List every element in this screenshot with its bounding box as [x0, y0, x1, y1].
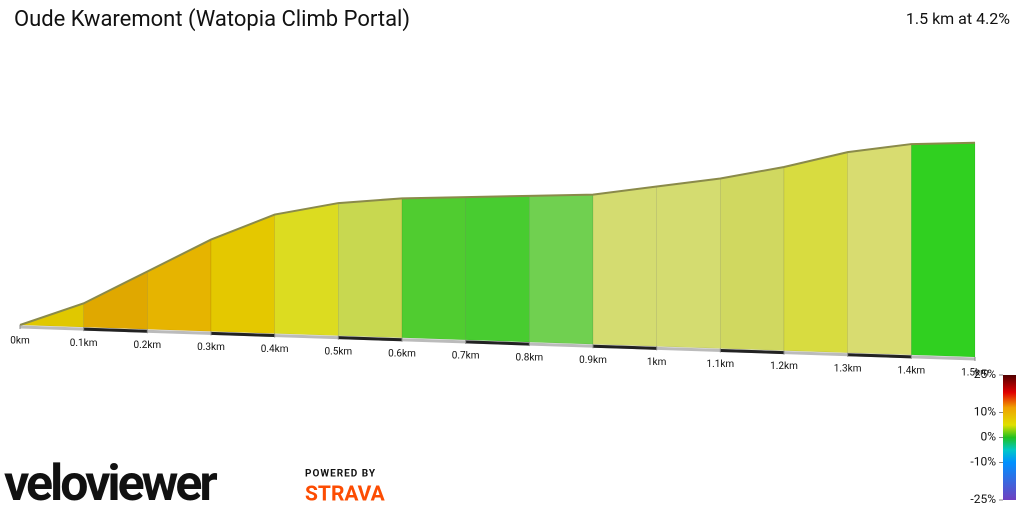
axis-stripe — [592, 344, 657, 350]
color-tick-label: 0% — [980, 430, 996, 444]
color-tick-label: 10% — [974, 405, 996, 419]
axis-stripe — [338, 336, 403, 342]
strava-logo: STRAVA — [305, 483, 386, 507]
profile-line — [19, 141, 976, 326]
color-tick-label: -10% — [970, 455, 996, 469]
x-tick-label: 0.9km — [579, 355, 607, 366]
x-tick-label: 1.4km — [897, 366, 925, 377]
x-tick-label: 0.1km — [70, 338, 98, 349]
x-tick-label: 0.8km — [515, 353, 543, 364]
x-tick-label: 0km — [10, 336, 30, 347]
axis-stripe — [465, 340, 530, 346]
x-tick-label: 0.2km — [133, 340, 161, 351]
color-tick-label: -25% — [970, 492, 996, 506]
gradient-segment — [847, 143, 912, 356]
gradient-segment — [783, 151, 848, 354]
axis-stripe — [210, 331, 275, 338]
gradient-segment — [656, 178, 721, 349]
x-tick-label: 0.3km — [197, 342, 225, 353]
x-tick-label: 0.5km — [324, 346, 352, 357]
x-tick-label: 1.3km — [834, 363, 862, 374]
x-tick-label: 1.1km — [706, 359, 734, 370]
chart-subtitle: 1.5 km at 4.2% — [906, 9, 1010, 28]
x-tick-label: 0.7km — [452, 351, 480, 362]
logo: veloviewer — [4, 455, 217, 512]
x-tick-label: 1km — [647, 357, 667, 368]
axis-stripe — [83, 327, 148, 333]
x-tick-label: 1.2km — [770, 361, 798, 372]
x-tick-label: 0.6km — [388, 348, 416, 359]
gradient-segment — [720, 166, 785, 351]
gradient-segment — [147, 239, 212, 332]
gradient-segment — [592, 186, 657, 347]
color-tick-label: 25% — [974, 367, 996, 381]
chart-title: Oude Kwaremont (Watopia Climb Portal) — [14, 7, 410, 32]
gradient-segment — [529, 194, 594, 345]
x-tick-label: 0.4km — [261, 344, 289, 355]
powered-by: POWERED BY — [305, 469, 376, 480]
gradient-segment — [274, 202, 339, 336]
gradient-segment — [465, 195, 530, 343]
gradient-segment — [401, 196, 466, 341]
x-tick-label: 1.5km — [961, 368, 989, 379]
axis-stripe — [847, 353, 912, 359]
gradient-segment — [210, 214, 275, 334]
gradient-segment — [911, 142, 976, 358]
color-scale-bar — [1003, 375, 1016, 500]
gradient-segment — [338, 198, 403, 339]
axis-stripe — [720, 348, 785, 355]
gradient-segment — [83, 270, 148, 330]
